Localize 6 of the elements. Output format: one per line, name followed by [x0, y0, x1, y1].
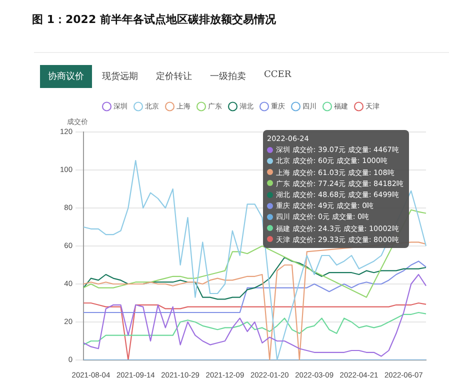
- text: 现货远期: [101, 70, 139, 84]
- text: 协商议价: [40, 65, 92, 88]
- text: 定价转让: [155, 70, 193, 84]
- chart-title: 图 1：2022 前半年各试点地区碳排放额交易情况: [32, 12, 276, 27]
- text: 一级拍卖: [209, 70, 247, 84]
- text: CCER: [263, 69, 292, 82]
